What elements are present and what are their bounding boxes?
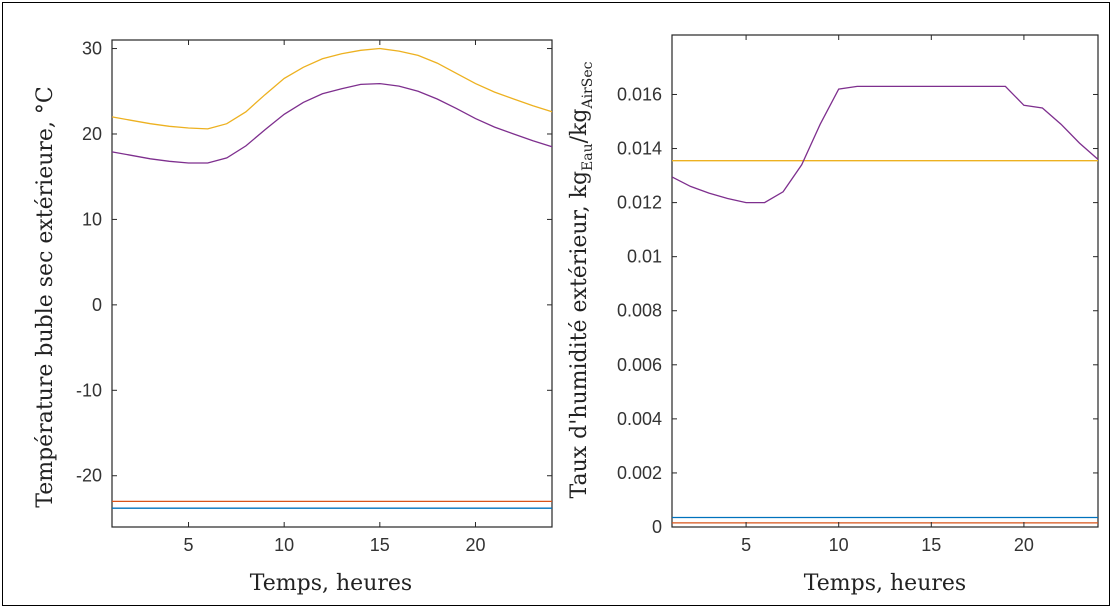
right-y-axis-label-main: Taux d'humidité extérieur, kg bbox=[567, 171, 592, 499]
left-y-tick-label: 20 bbox=[82, 124, 102, 144]
right-series-line-2 bbox=[671, 85, 1099, 204]
right-y-axis-label: Taux d'humidité extérieur, kgEau/kgAirSe… bbox=[567, 61, 596, 498]
left-y-tick-label: 0 bbox=[92, 295, 102, 315]
right-y-axis-label-sub2: AirSec bbox=[580, 61, 596, 109]
right-x-tick-label: 5 bbox=[741, 535, 751, 555]
right-x-tick-label: 20 bbox=[1014, 535, 1034, 555]
left-x-ticks: 5 10 15 20 bbox=[184, 40, 485, 555]
left-x-tick-label: 10 bbox=[274, 535, 294, 555]
left-x-tick-label: 5 bbox=[184, 535, 194, 555]
right-y-tick-label: 0.004 bbox=[617, 409, 662, 429]
right-y-ticks: 0 0.002 0.004 0.006 0.008 0.01 0.012 0.014 0.016 bbox=[617, 84, 1098, 537]
right-y-tick-label: 0.006 bbox=[617, 355, 662, 375]
left-y-tick-label: -20 bbox=[76, 466, 102, 486]
right-y-tick-label: 0.012 bbox=[617, 193, 662, 213]
left-x-tick-label: 15 bbox=[370, 535, 390, 555]
left-y-axis-label: Température buble sec extérieure, °C bbox=[33, 86, 58, 508]
right-series-group bbox=[671, 85, 1099, 524]
left-x-axis-label: Temps, heures bbox=[250, 571, 412, 596]
left-y-tick-label: 30 bbox=[82, 39, 102, 59]
right-y-tick-label: 0.01 bbox=[627, 247, 662, 267]
left-y-tick-label: 10 bbox=[82, 209, 102, 229]
right-x-tick-label: 10 bbox=[829, 535, 849, 555]
left-y-tick-label: -10 bbox=[76, 380, 102, 400]
right-y-tick-label: 0.014 bbox=[617, 139, 662, 159]
right-y-tick-label: 0 bbox=[652, 517, 662, 537]
right-x-ticks: 5 10 15 20 bbox=[741, 35, 1034, 555]
left-y-ticks: -20 -10 0 10 20 30 bbox=[76, 39, 552, 486]
left-chart: 5 10 15 20 -20 -10 0 10 20 30 Temps, heures Temp… bbox=[33, 39, 553, 596]
left-series-line-2 bbox=[111, 82, 553, 164]
right-plot-area bbox=[671, 34, 1099, 528]
right-y-tick-label: 0.016 bbox=[617, 84, 662, 104]
right-y-tick-label: 0.002 bbox=[617, 463, 662, 483]
right-y-tick-label: 0.008 bbox=[617, 301, 662, 321]
left-plot-area bbox=[111, 39, 553, 528]
right-chart: 5 10 15 20 0 0.002 0.004 0.006 0.008 0.01 0.012 0.… bbox=[567, 34, 1099, 596]
left-series-line-1 bbox=[111, 47, 553, 130]
right-x-axis-label: Temps, heures bbox=[804, 571, 966, 596]
left-series-group bbox=[111, 47, 553, 509]
right-x-tick-label: 15 bbox=[921, 535, 941, 555]
left-x-tick-label: 20 bbox=[465, 535, 485, 555]
right-y-axis-label-sub1: Eau bbox=[580, 143, 596, 171]
right-y-axis-label-mid: /kg bbox=[567, 109, 592, 144]
